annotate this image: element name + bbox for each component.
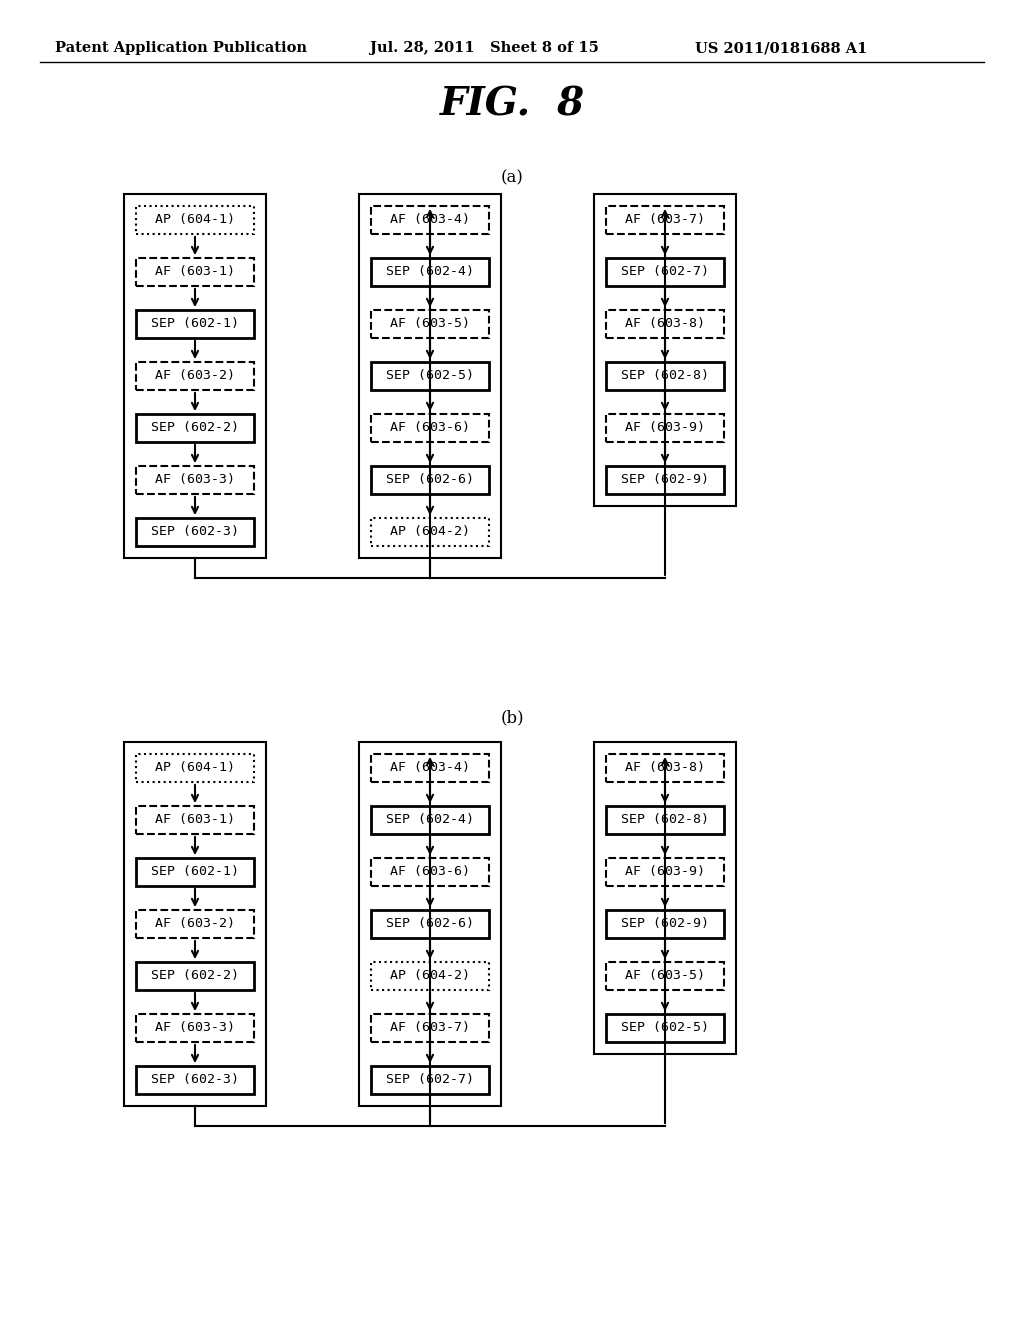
- Bar: [371, 206, 489, 234]
- Bar: [371, 1014, 489, 1041]
- Bar: [371, 962, 489, 990]
- Text: (a): (a): [501, 169, 523, 186]
- Text: SEP (602-3): SEP (602-3): [151, 1073, 239, 1086]
- Text: SEP (602-7): SEP (602-7): [386, 1073, 474, 1086]
- Text: SEP (602-1): SEP (602-1): [151, 866, 239, 879]
- Text: AF (603-9): AF (603-9): [625, 421, 705, 434]
- Text: SEP (602-6): SEP (602-6): [386, 474, 474, 487]
- Text: AF (603-7): AF (603-7): [625, 214, 705, 227]
- Text: SEP (602-2): SEP (602-2): [151, 421, 239, 434]
- Text: SEP (602-9): SEP (602-9): [621, 474, 709, 487]
- Bar: [371, 909, 489, 939]
- Bar: [136, 310, 254, 338]
- Text: AF (603-3): AF (603-3): [155, 474, 234, 487]
- Bar: [606, 909, 724, 939]
- Bar: [371, 858, 489, 886]
- Text: SEP (602-5): SEP (602-5): [621, 1022, 709, 1035]
- Bar: [606, 962, 724, 990]
- Bar: [359, 742, 501, 1106]
- Text: AF (603-2): AF (603-2): [155, 370, 234, 383]
- Text: SEP (602-9): SEP (602-9): [621, 917, 709, 931]
- Text: AF (603-7): AF (603-7): [390, 1022, 470, 1035]
- Bar: [136, 807, 254, 834]
- Text: SEP (602-7): SEP (602-7): [621, 265, 709, 279]
- Bar: [136, 517, 254, 546]
- Text: AF (603-4): AF (603-4): [390, 214, 470, 227]
- Text: FIG.  8: FIG. 8: [439, 86, 585, 124]
- Bar: [136, 362, 254, 389]
- Bar: [136, 414, 254, 442]
- Text: US 2011/0181688 A1: US 2011/0181688 A1: [695, 41, 867, 55]
- Bar: [136, 257, 254, 286]
- Text: AF (603-6): AF (603-6): [390, 866, 470, 879]
- Text: AF (603-6): AF (603-6): [390, 421, 470, 434]
- Bar: [371, 414, 489, 442]
- Bar: [136, 206, 254, 234]
- Bar: [594, 194, 736, 506]
- Bar: [136, 466, 254, 494]
- Text: AF (603-3): AF (603-3): [155, 1022, 234, 1035]
- Bar: [124, 742, 266, 1106]
- Text: SEP (602-5): SEP (602-5): [386, 370, 474, 383]
- Text: AP (604-1): AP (604-1): [155, 762, 234, 775]
- Bar: [606, 754, 724, 781]
- Bar: [136, 754, 254, 781]
- Text: AP (604-2): AP (604-2): [390, 969, 470, 982]
- Bar: [594, 742, 736, 1053]
- Bar: [136, 1014, 254, 1041]
- Bar: [606, 414, 724, 442]
- Bar: [124, 194, 266, 558]
- Text: SEP (602-8): SEP (602-8): [621, 813, 709, 826]
- Text: AF (603-9): AF (603-9): [625, 866, 705, 879]
- Bar: [606, 858, 724, 886]
- Bar: [371, 1067, 489, 1094]
- Text: SEP (602-6): SEP (602-6): [386, 917, 474, 931]
- Bar: [371, 257, 489, 286]
- Bar: [371, 517, 489, 546]
- Bar: [606, 206, 724, 234]
- Text: AF (603-8): AF (603-8): [625, 762, 705, 775]
- Text: AF (603-8): AF (603-8): [625, 318, 705, 330]
- Text: AF (603-1): AF (603-1): [155, 813, 234, 826]
- Bar: [371, 807, 489, 834]
- Text: AP (604-2): AP (604-2): [390, 525, 470, 539]
- Text: Patent Application Publication: Patent Application Publication: [55, 41, 307, 55]
- Bar: [136, 858, 254, 886]
- Bar: [136, 1067, 254, 1094]
- Text: AF (603-1): AF (603-1): [155, 265, 234, 279]
- Bar: [606, 807, 724, 834]
- Text: (b): (b): [500, 710, 524, 726]
- Bar: [606, 1014, 724, 1041]
- Text: AF (603-2): AF (603-2): [155, 917, 234, 931]
- Text: SEP (602-4): SEP (602-4): [386, 265, 474, 279]
- Bar: [371, 754, 489, 781]
- Bar: [606, 257, 724, 286]
- Text: SEP (602-1): SEP (602-1): [151, 318, 239, 330]
- Text: AP (604-1): AP (604-1): [155, 214, 234, 227]
- Text: Jul. 28, 2011   Sheet 8 of 15: Jul. 28, 2011 Sheet 8 of 15: [370, 41, 599, 55]
- Bar: [359, 194, 501, 558]
- Text: SEP (602-8): SEP (602-8): [621, 370, 709, 383]
- Bar: [371, 310, 489, 338]
- Bar: [371, 362, 489, 389]
- Text: SEP (602-3): SEP (602-3): [151, 525, 239, 539]
- Bar: [371, 466, 489, 494]
- Bar: [136, 909, 254, 939]
- Text: SEP (602-2): SEP (602-2): [151, 969, 239, 982]
- Text: AF (603-4): AF (603-4): [390, 762, 470, 775]
- Bar: [606, 310, 724, 338]
- Bar: [136, 962, 254, 990]
- Text: AF (603-5): AF (603-5): [390, 318, 470, 330]
- Bar: [606, 362, 724, 389]
- Text: SEP (602-4): SEP (602-4): [386, 813, 474, 826]
- Bar: [606, 466, 724, 494]
- Text: AF (603-5): AF (603-5): [625, 969, 705, 982]
